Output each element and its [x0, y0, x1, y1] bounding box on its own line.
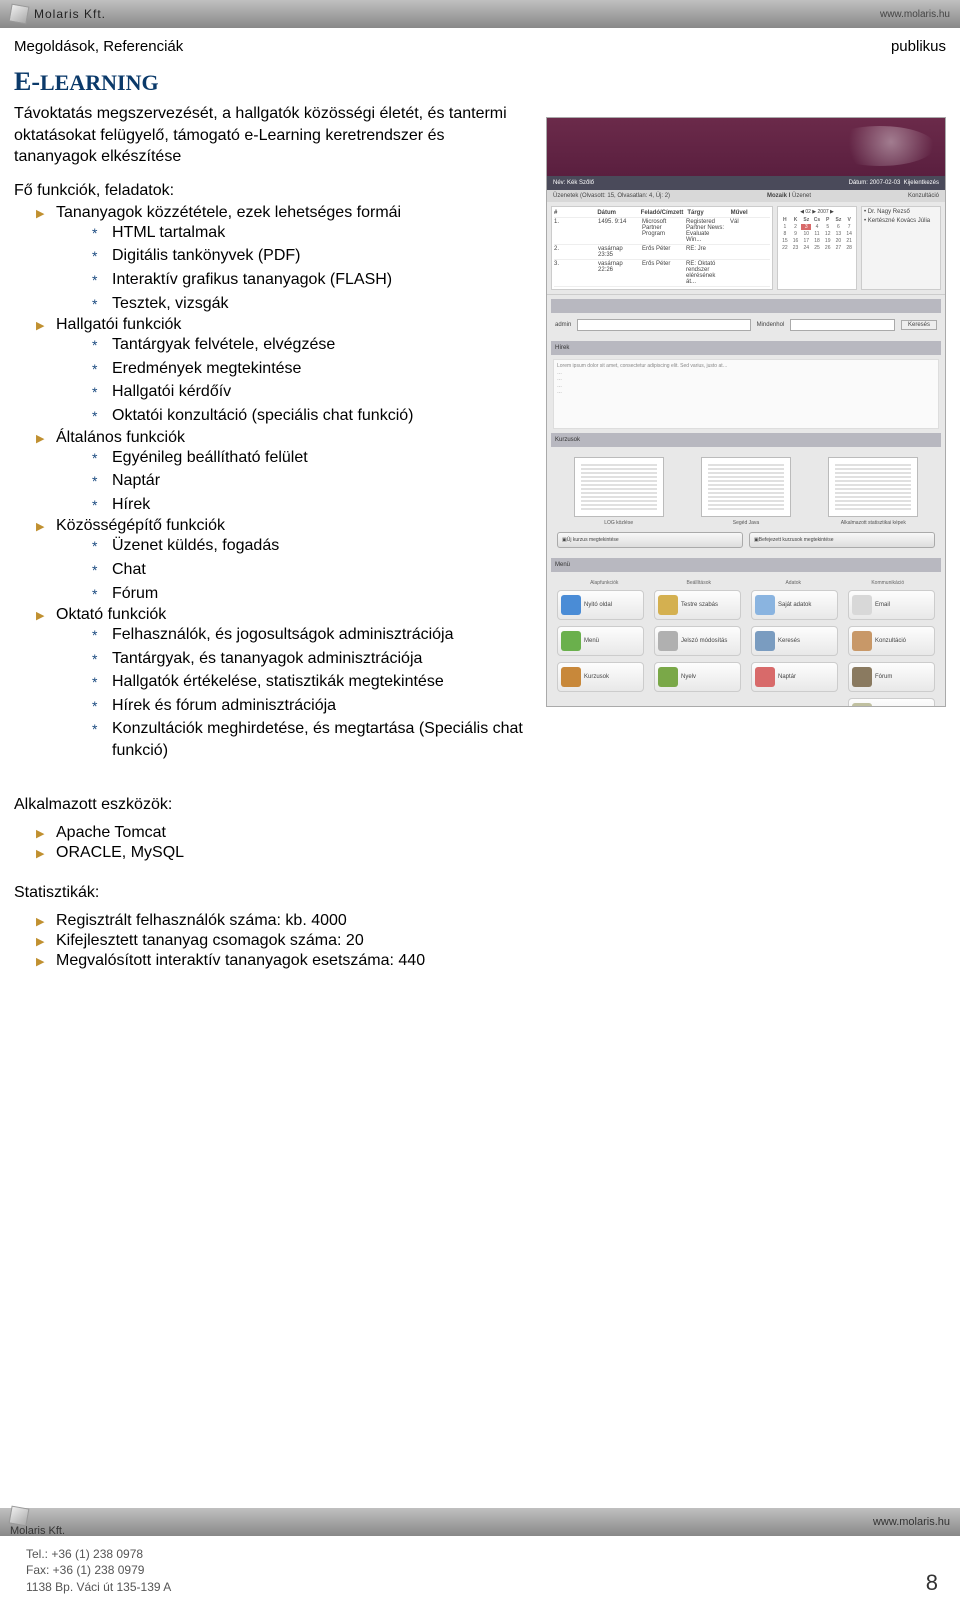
ss-search-input[interactable] — [577, 319, 750, 331]
list-item: Tesztek, vizsgák — [92, 293, 528, 315]
brand-text: Molaris Kft. — [34, 7, 106, 21]
ss-banner — [547, 118, 945, 176]
brand-text-footer: Molaris Kft. — [10, 1525, 65, 1537]
ss-section-courses: Kurzusok — [551, 433, 941, 447]
top-header: Molaris Kft. www.molaris.hu — [0, 0, 960, 28]
list-item: Eredmények megtekintése — [92, 358, 528, 380]
list-item: Hírek — [92, 494, 528, 516]
ss-menu-icon[interactable]: Naptár — [751, 662, 838, 692]
ss-menu-icon[interactable]: Testre szabás — [654, 590, 741, 620]
list-item: Oktatói konzultáció (speciális chat funk… — [92, 405, 528, 427]
ss-menu-icon[interactable]: Nyitó oldal — [557, 590, 644, 620]
ss-menu-icon[interactable]: Nyelv — [654, 662, 741, 692]
list-item: Apache Tomcat — [36, 824, 946, 842]
ss-search-select[interactable] — [790, 319, 895, 331]
list-item: Általános funkciókEgyénileg beállítható … — [36, 429, 528, 516]
ss-userbar: Név: Kék Szőlő Dátum: 2007-02-03 Kijelen… — [547, 176, 945, 190]
ss-search-button[interactable]: Keresés — [901, 320, 937, 330]
ss-section-news: Hírek — [551, 341, 941, 355]
ss-menu-icon[interactable]: Saját adatok — [751, 590, 838, 620]
ss-menu-icon[interactable]: Jelszó módosítás — [654, 626, 741, 656]
ss-widebtn-2[interactable]: ▣ Befejezett kurzusok megtekintése — [749, 532, 935, 548]
ss-menu-icon[interactable]: Email — [848, 590, 935, 620]
stats-label: Statisztikák: — [14, 884, 946, 902]
ss-news-area: Lorem ipsum dolor sit amet, consectetur … — [553, 359, 939, 429]
list-item: Megvalósított interaktív tananyagok eset… — [36, 952, 946, 970]
logo-cube-icon — [9, 4, 30, 25]
list-item: Üzenet küldés, fogadás — [92, 535, 528, 557]
list-item: Tananyagok közzététele, ezek lehetséges … — [36, 204, 528, 314]
page-number: 8 — [926, 1570, 938, 1596]
footer-contact: Tel.: +36 (1) 238 0978 Fax: +36 (1) 238 … — [26, 1546, 171, 1596]
list-item: HTML tartalmak — [92, 222, 528, 244]
ss-menu-icon[interactable]: Fórum — [848, 662, 935, 692]
footer-header: Molaris Kft. www.molaris.hu — [0, 1508, 960, 1536]
breadcrumb: Megoldások, Referenciák — [14, 38, 183, 55]
list-item: Hallgatói funkciókTantárgyak felvétele, … — [36, 316, 528, 426]
ss-menu-icon[interactable]: Keresés — [751, 626, 838, 656]
list-item: Regisztrált felhasználók száma: kb. 4000 — [36, 912, 946, 930]
list-item: Oktató funkciókFelhasználók, és jogosult… — [36, 606, 528, 762]
list-item: Felhasználók, és jogosultságok adminiszt… — [92, 624, 528, 646]
ss-section-menu: Menü — [551, 558, 941, 572]
ss-section-search — [551, 299, 941, 313]
list-item: Chat — [92, 559, 528, 581]
brand-url: www.molaris.hu — [880, 9, 950, 20]
brand-url-footer: www.molaris.hu — [873, 1516, 950, 1528]
sections-list: Tananyagok közzététele, ezek lehetséges … — [14, 204, 528, 762]
ss-menu-icon[interactable]: Konzultáció — [848, 626, 935, 656]
ss-menu-icon[interactable]: Kurzusok — [557, 662, 644, 692]
list-item: Fórum — [92, 583, 528, 605]
ss-menu-icon[interactable]: Chat — [848, 698, 935, 707]
list-item: Hírek és fórum adminisztrációja — [92, 695, 528, 717]
list-item: Digitális tankönyvek (PDF) — [92, 245, 528, 267]
tools-list: Apache Tomcat ORACLE, MySQL — [14, 824, 946, 862]
list-item: Tantárgyak felvétele, elvégzése — [92, 334, 528, 356]
app-screenshot: Név: Kék Szőlő Dátum: 2007-02-03 Kijelen… — [546, 117, 946, 707]
intro-text: Távoktatás megszervezését, a hallgatók k… — [14, 103, 528, 168]
list-item: Hallgatók értékelése, statisztikák megte… — [92, 671, 528, 693]
list-item: Kifejlesztett tananyag csomagok száma: 2… — [36, 932, 946, 950]
list-item: Közösségépítő funkciókÜzenet küldés, fog… — [36, 517, 528, 604]
stats-list: Regisztrált felhasználók száma: kb. 4000… — [14, 912, 946, 970]
logo-cube-icon — [9, 1506, 30, 1527]
list-item: Egyénileg beállítható felület — [92, 447, 528, 469]
list-item: Hallgatói kérdőív — [92, 381, 528, 403]
list-item: Interaktív grafikus tananyagok (FLASH) — [92, 269, 528, 291]
tools-label: Alkalmazott eszközök: — [14, 796, 946, 814]
ss-message-table: #DátumFeladó/CímzettTárgyMűvel 1.1495. 9… — [551, 206, 773, 290]
list-item: Naptár — [92, 470, 528, 492]
ss-menu-icon[interactable]: Menü — [557, 626, 644, 656]
list-item: ORACLE, MySQL — [36, 844, 946, 862]
ss-widebtn-1[interactable]: ▣ Új kurzus megtekintése — [557, 532, 743, 548]
ss-calendar: ◀ 02 ▶ 2007 ▶ HKSzCsPSzV1234567891011121… — [777, 206, 857, 290]
status-label: publikus — [891, 38, 946, 55]
page-title: E-LEARNING — [14, 67, 528, 97]
ss-consult-box: • Dr. Nagy Rezső• Kertészné Kovács Júlia — [861, 206, 941, 290]
main-functions-label: Fő funkciók, feladatok: — [14, 182, 528, 200]
list-item: Konzultációk meghirdetése, és megtartása… — [92, 718, 528, 761]
list-item: Tantárgyak, és tananyagok adminisztráció… — [92, 648, 528, 670]
ss-subbar: Üzenetek (Olvasott: 15, Olvasatlan: 4, Ú… — [547, 190, 945, 202]
